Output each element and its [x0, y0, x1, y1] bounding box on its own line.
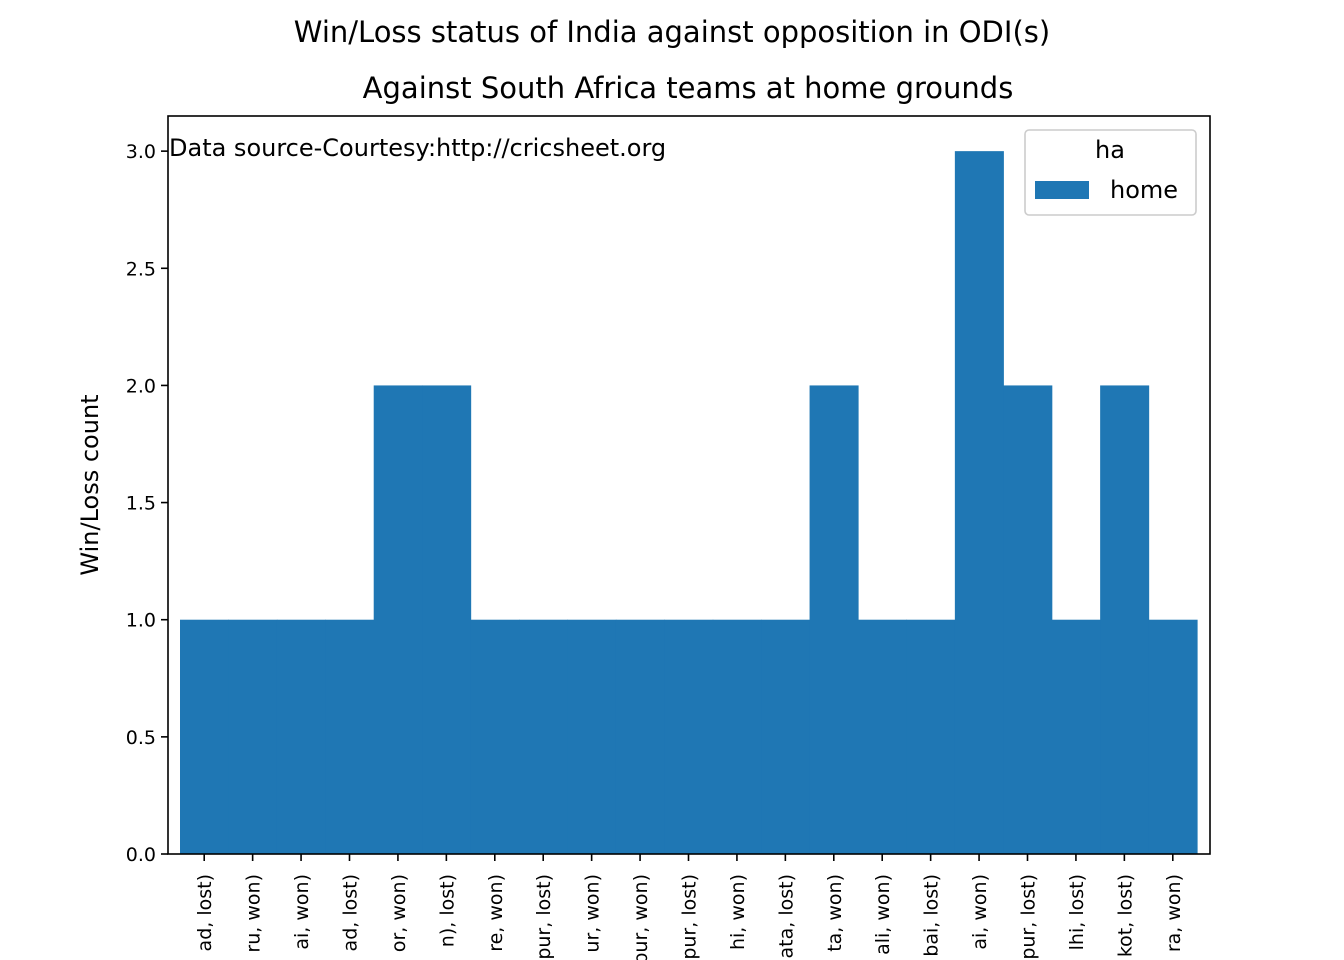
- x-tick-label-2: ai, won): [291, 874, 313, 950]
- bar-8: [567, 619, 617, 854]
- x-tick-label-20: ra, won): [1163, 874, 1185, 952]
- x-tick-label-12: ata, lost): [775, 874, 797, 958]
- y-tick-label-1: 0.5: [126, 727, 156, 749]
- x-tick-label-6: re, won): [485, 874, 507, 952]
- x-axis: ad, lost) ru, won) ai, won) ad, lost) or, wo…: [194, 854, 1185, 960]
- x-tick-label-11: hi, won): [727, 874, 749, 950]
- y-tick-label-5: 2.5: [126, 258, 156, 280]
- x-tick-label-7: pur, lost): [533, 874, 555, 960]
- x-tick-label-9: pur, won): [630, 874, 652, 960]
- bar-15: [906, 619, 956, 854]
- y-axis: 0.0 0.5 1.0 1.5 2.0 2.5 3.0: [126, 141, 168, 866]
- legend-label-home: home: [1110, 176, 1178, 204]
- bars-group: [180, 151, 1198, 854]
- bar-17: [1003, 385, 1053, 854]
- bar-11: [712, 619, 762, 854]
- y-tick-label-0: 0.0: [126, 844, 156, 866]
- y-tick-label-4: 2.0: [126, 375, 156, 397]
- x-tick-label-14: ali, won): [872, 874, 894, 955]
- bar-20: [1148, 619, 1198, 854]
- x-tick-label-19: kot, lost): [1114, 874, 1136, 957]
- bar-6: [470, 619, 520, 854]
- bar-14: [858, 619, 908, 854]
- x-tick-label-8: ur, won): [582, 874, 604, 953]
- x-tick-label-1: ru, won): [243, 874, 265, 953]
- bar-18: [1051, 619, 1101, 854]
- x-tick-label-15: bai, lost): [921, 874, 943, 957]
- bar-5: [422, 385, 472, 854]
- y-tick-label-2: 1.0: [126, 610, 156, 632]
- x-tick-label-18: lhi, lost): [1066, 874, 1088, 950]
- x-tick-label-13: ta, won): [824, 874, 846, 952]
- legend: ha home: [1024, 129, 1197, 216]
- x-tick-label-3: ad, lost): [340, 874, 362, 951]
- bar-0: [180, 619, 230, 854]
- x-tick-label-5: n), lost): [436, 874, 458, 947]
- bar-4: [373, 385, 423, 854]
- x-tick-label-17: pur, lost): [1018, 874, 1040, 960]
- x-tick-label-16: ai, won): [969, 874, 991, 950]
- x-tick-label-10: pur, lost): [679, 874, 701, 960]
- bar-13: [809, 385, 859, 854]
- y-tick-label-6: 3.0: [126, 141, 156, 163]
- chart-subtitle: Against South Africa teams at home groun…: [363, 71, 1014, 105]
- bar-19: [1100, 385, 1150, 854]
- y-axis-label: Win/Loss count: [76, 394, 104, 575]
- x-tick-label-0: ad, lost): [194, 874, 216, 951]
- data-source-annotation: Data source-Courtesy:http://cricsheet.or…: [169, 134, 666, 162]
- bar-3: [325, 619, 375, 854]
- legend-swatch-home: [1035, 181, 1089, 199]
- bar-12: [761, 619, 811, 854]
- bar-9: [615, 619, 665, 854]
- bar-10: [664, 619, 714, 854]
- y-tick-label-3: 1.5: [126, 493, 156, 515]
- bar-16: [954, 151, 1004, 854]
- legend-title: ha: [1095, 136, 1125, 164]
- chart-title: Win/Loss status of India against opposit…: [294, 15, 1050, 49]
- bar-2: [276, 619, 326, 854]
- bar-7: [519, 619, 569, 854]
- bar-1: [228, 619, 278, 854]
- x-tick-label-4: or, won): [388, 874, 410, 952]
